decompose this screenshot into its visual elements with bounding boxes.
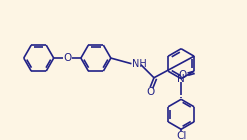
Text: NH: NH <box>132 59 147 69</box>
Text: N: N <box>177 74 185 84</box>
Text: O: O <box>146 87 154 97</box>
Text: O: O <box>179 70 187 80</box>
Text: Cl: Cl <box>176 131 186 140</box>
Text: O: O <box>64 53 72 63</box>
